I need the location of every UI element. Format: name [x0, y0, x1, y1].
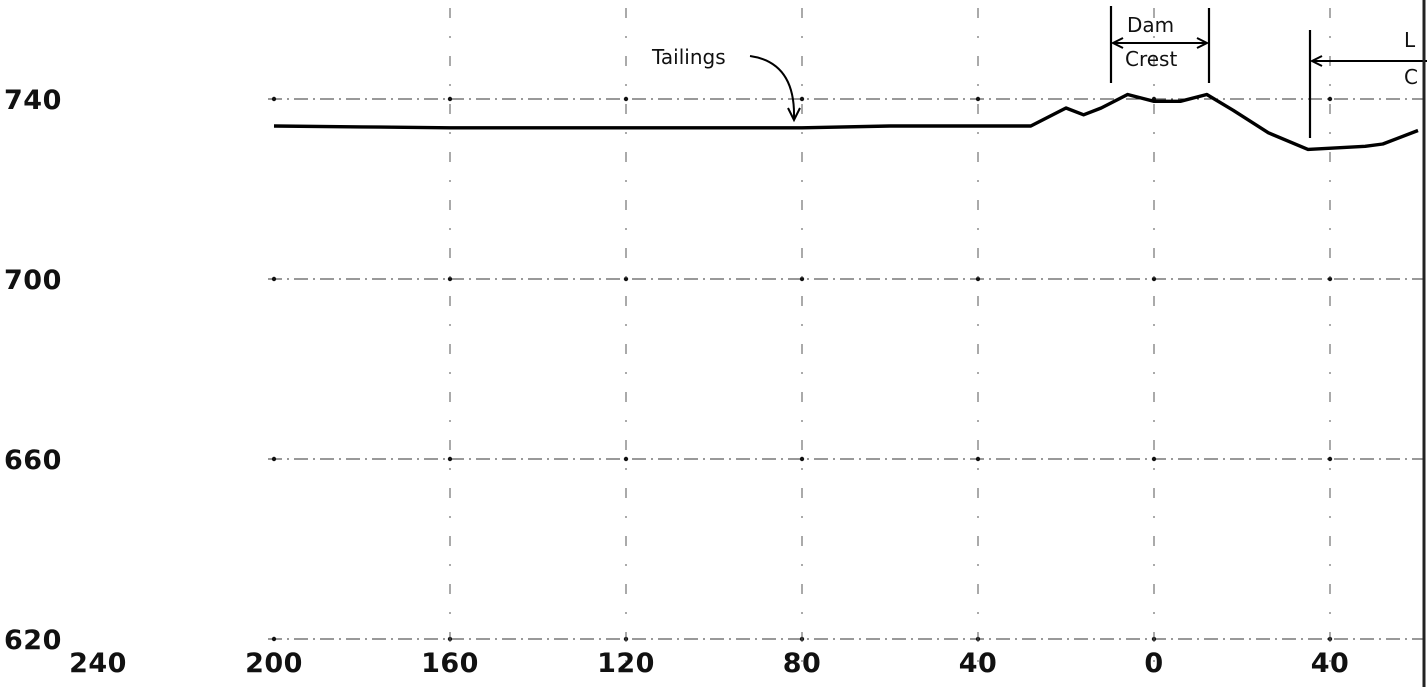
cutoff-label-top: L [1404, 28, 1416, 52]
grid-node [799, 456, 805, 462]
grid-node [623, 276, 629, 282]
y-tick-label-740: 740 [4, 85, 62, 116]
x-tick-label-0: 240 [69, 648, 127, 679]
crest-label: Crest [1125, 47, 1177, 71]
cutoff-arrow [1309, 55, 1323, 67]
grid-node [799, 96, 805, 102]
grid-node [271, 96, 277, 102]
ground-profile-line [273, 92, 1419, 152]
y-tick-label-700: 700 [4, 265, 62, 296]
grid-node [447, 456, 453, 462]
x-tick-label-2: 160 [421, 648, 479, 679]
x-tick-label-6: 0 [1144, 648, 1163, 679]
x-tick-label-3: 120 [597, 648, 655, 679]
x-tick-label-4: 80 [783, 648, 822, 679]
grid-node [271, 456, 277, 462]
grid-node [1151, 456, 1157, 462]
grid-node [271, 276, 277, 282]
dam-label: Dam [1127, 13, 1174, 37]
x-tick-label-5: 40 [959, 648, 998, 679]
gridlines [268, 8, 1424, 680]
grid-node [1327, 276, 1333, 282]
grid-node [623, 96, 629, 102]
grid-node [1151, 276, 1157, 282]
cutoff-label-bottom: C [1404, 65, 1418, 89]
grid-node [447, 96, 453, 102]
x-tick-label-1: 200 [245, 648, 303, 679]
grid-node [623, 456, 629, 462]
dam-crest-arrow-left [1110, 37, 1124, 49]
grid-node [1327, 456, 1333, 462]
y-tick-label-620: 620 [4, 625, 62, 656]
grid-node [447, 276, 453, 282]
grid-node [1327, 96, 1333, 102]
tailings-label: Tailings [651, 45, 726, 69]
dam-crest-arrow-right [1196, 37, 1210, 49]
grid-node [975, 276, 981, 282]
tailings-arrow [749, 55, 796, 119]
y-tick-label-660: 660 [4, 445, 62, 476]
tailings-arrowhead [787, 107, 801, 123]
profile-series [273, 92, 1419, 152]
grid-node [271, 636, 277, 642]
grid-node [975, 96, 981, 102]
grid-node [975, 456, 981, 462]
annotations: Tailings Dam Crest L C [651, 0, 1427, 687]
x-tick-label-7: 40 [1311, 648, 1350, 679]
grid-node [799, 276, 805, 282]
